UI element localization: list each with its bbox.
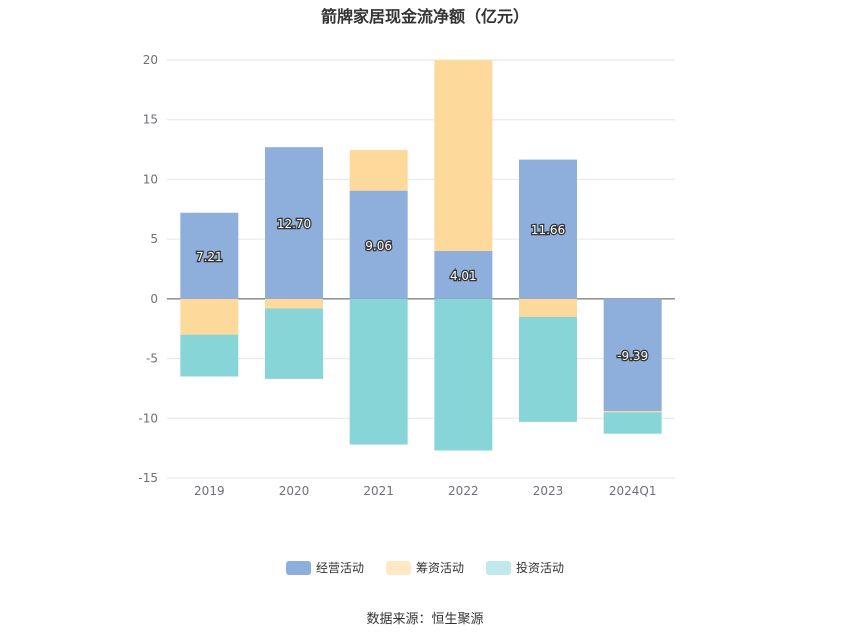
y-tick-label: -15 (138, 471, 158, 485)
data-label: 12.70 (277, 217, 311, 231)
bar-operating-2020 (265, 147, 323, 299)
bar-investing-2019 (180, 334, 239, 377)
y-tick-label: -5 (146, 352, 158, 366)
legend-item-operating[interactable]: 经营活动 (285, 559, 364, 576)
bar-financing-2023 (519, 298, 577, 317)
x-tick-label: 2022 (448, 484, 479, 498)
bar-operating-2024Q1 (603, 298, 662, 412)
legend-item-financing[interactable]: 筹资活动 (385, 559, 464, 576)
bar-financing-2020 (265, 298, 323, 309)
legend-swatch-financing (385, 560, 411, 575)
bar-operating-2019 (180, 212, 239, 299)
bar-investing-2022 (434, 298, 493, 451)
x-tick-label: 2020 (279, 484, 310, 498)
data-source: 数据来源：恒生聚源 (366, 612, 484, 627)
bar-investing-2023 (519, 316, 577, 422)
bar-operating-2023 (519, 159, 577, 299)
bar-financing-2022 (434, 59, 493, 251)
data-label: 7.21 (196, 250, 223, 264)
y-tick-label: 10 (143, 172, 158, 186)
legend-swatch-investing (486, 560, 511, 575)
bar-operating-2021 (349, 190, 408, 299)
data-label: 4.01 (450, 269, 477, 283)
bar-financing-2019 (180, 298, 239, 335)
x-tick-label: 2019 (194, 484, 225, 498)
legend-label-operating: 经营活动 (315, 561, 364, 575)
data-label: 11.66 (531, 223, 565, 237)
x-tick-label: 2023 (533, 484, 564, 498)
legend-swatch-operating (285, 560, 311, 575)
legend-label-investing: 投资活动 (516, 561, 565, 575)
legend-item-investing[interactable]: 投资活动 (486, 559, 564, 576)
legend-label-financing: 筹资活动 (415, 561, 464, 575)
bar-investing-2024Q1 (603, 412, 662, 434)
y-tick-label: 20 (143, 53, 158, 67)
bar-financing-2021 (349, 150, 408, 191)
data-label: -9.39 (617, 349, 648, 363)
x-tick-label: 2024Q1 (609, 484, 657, 498)
bar-operating-2022 (434, 250, 493, 299)
y-tick-label: -10 (138, 411, 158, 425)
y-tick-label: 15 (143, 113, 158, 127)
x-tick-label: 2021 (363, 484, 394, 498)
y-tick-label: 5 (150, 232, 158, 246)
bar-investing-2021 (349, 298, 408, 445)
y-tick-label: 0 (150, 292, 158, 306)
legend: 经营活动 筹资活动 投资活动 (0, 559, 850, 576)
chart-title: 箭牌家居现金流净额（亿元） (320, 7, 529, 26)
data-label: 9.06 (365, 239, 392, 253)
bar-investing-2020 (265, 308, 323, 379)
bar-financing-2024Q1 (603, 411, 662, 413)
